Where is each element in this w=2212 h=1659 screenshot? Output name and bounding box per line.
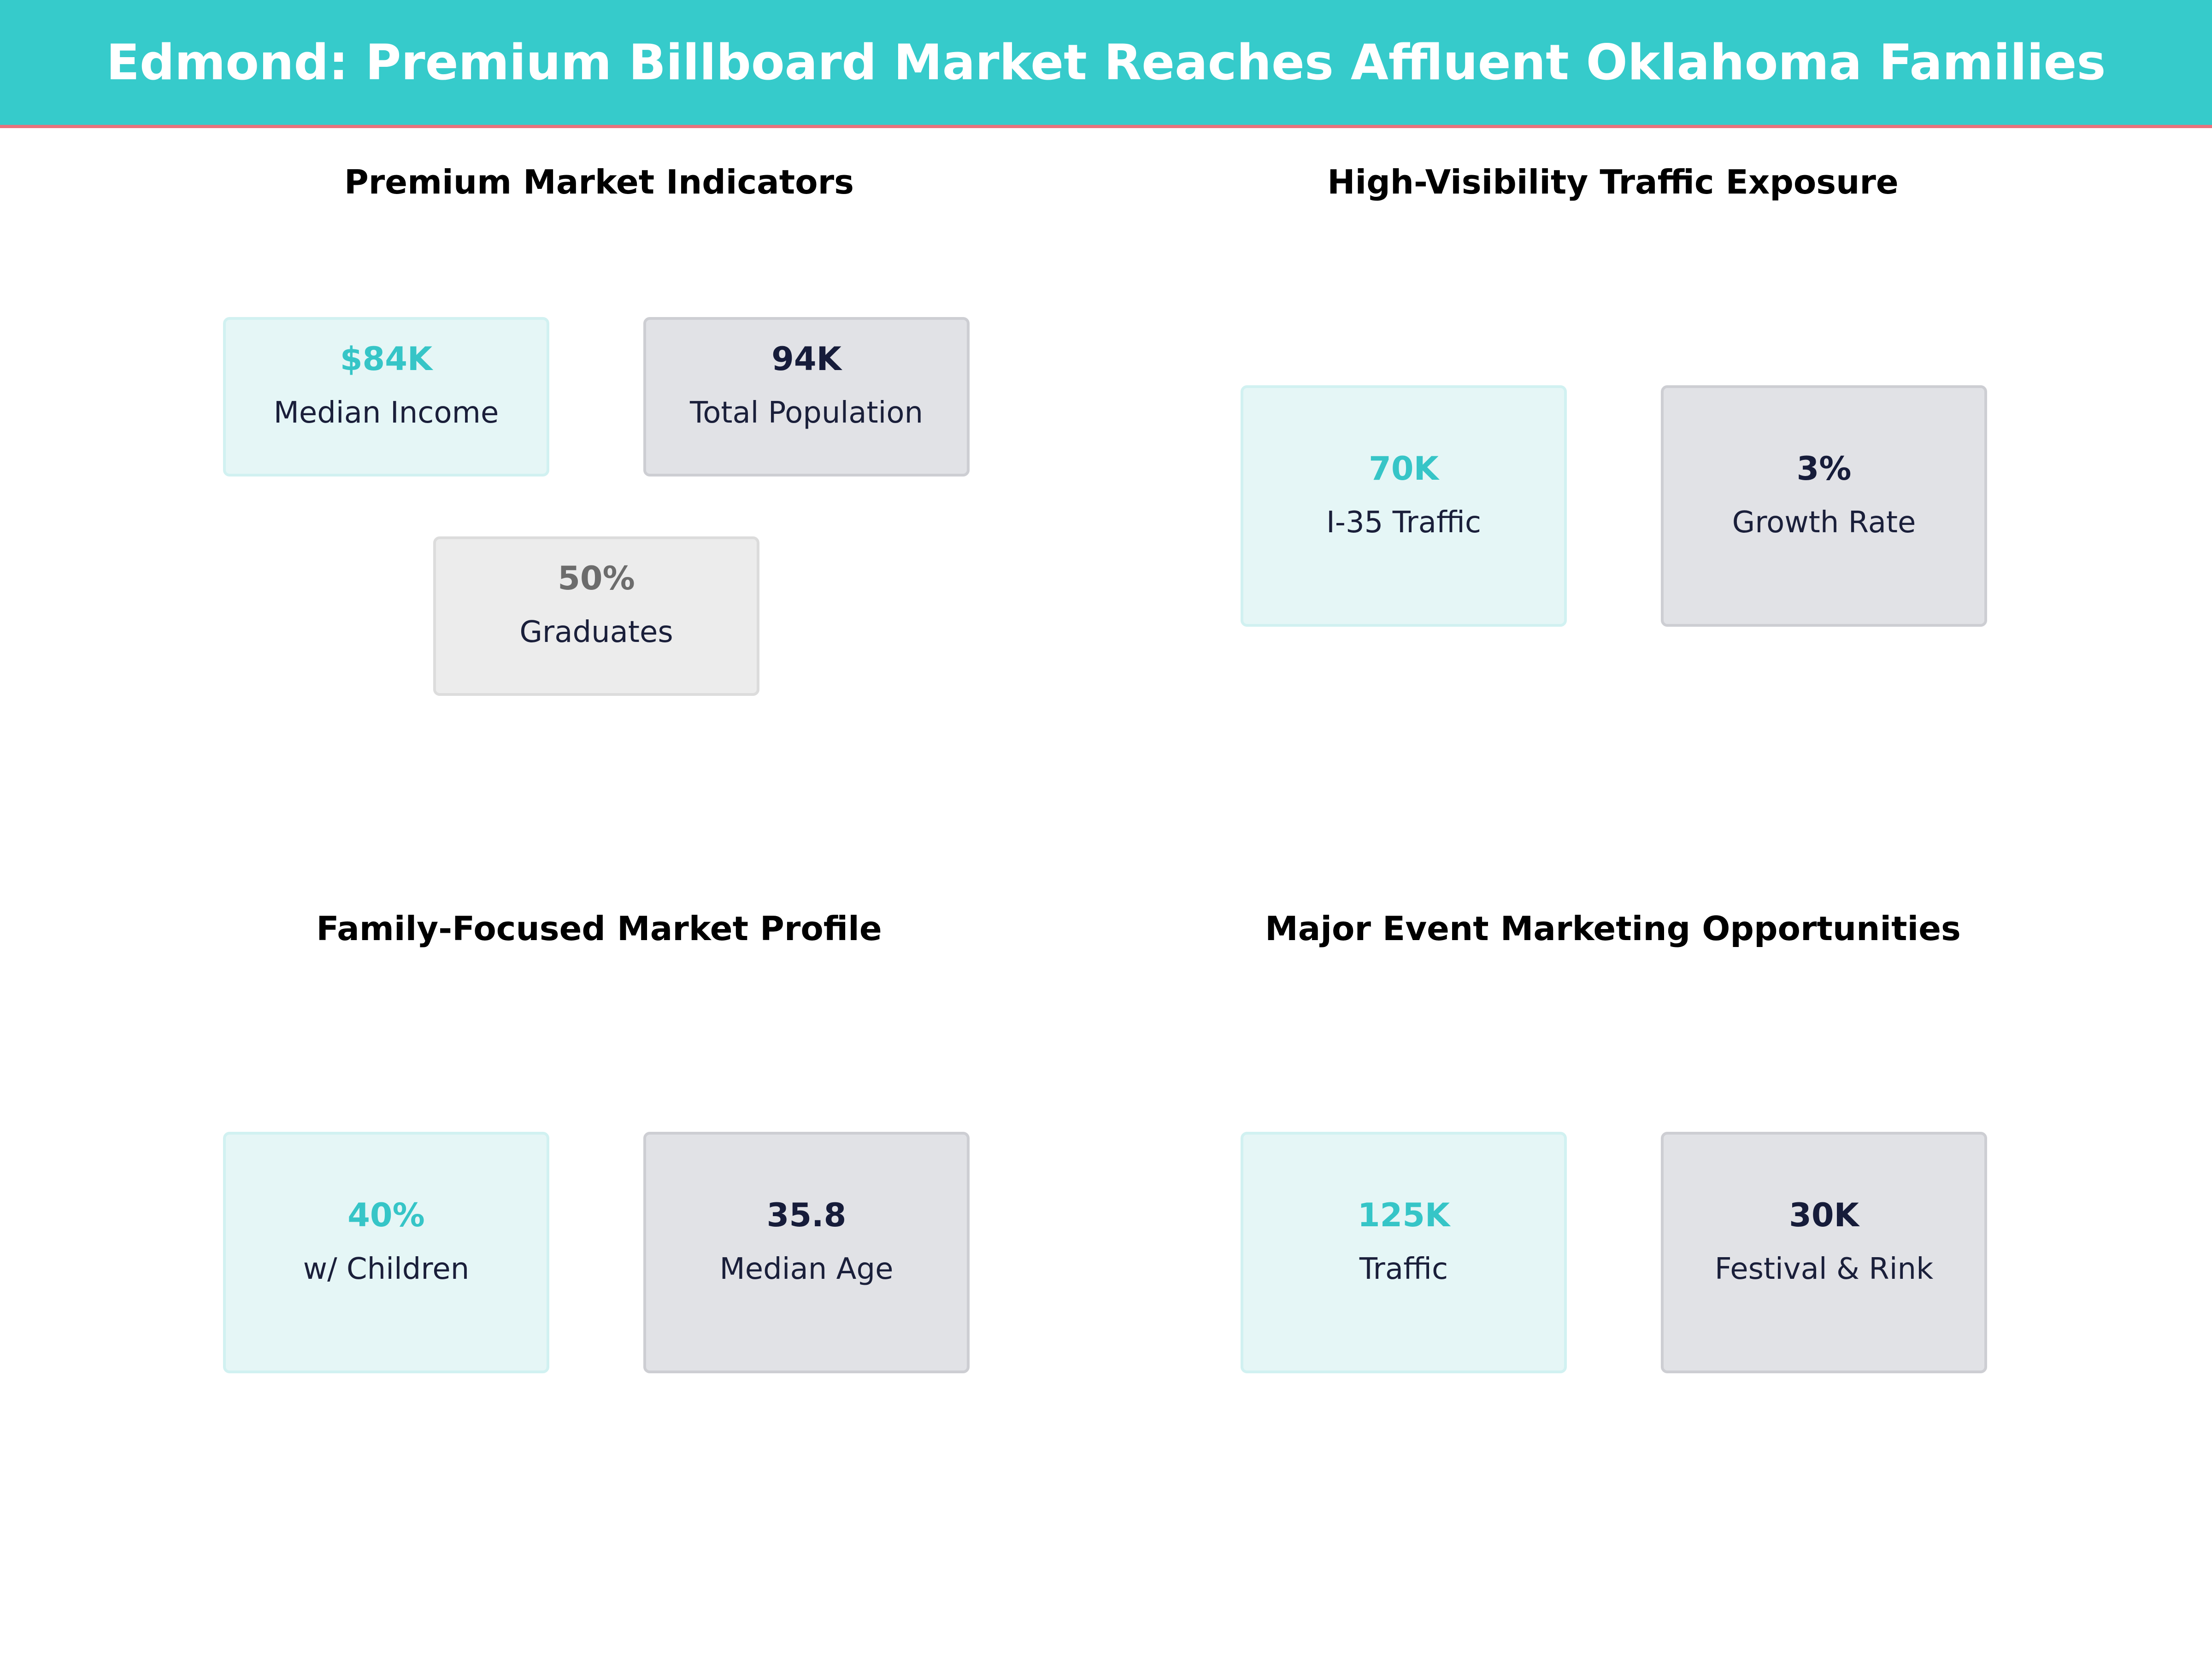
stat-value: 50% — [558, 559, 635, 597]
stat-label: Festival & Rink — [1714, 1252, 1934, 1286]
stat-label: Median Income — [273, 396, 499, 430]
panel-premium-market-indicators: Premium Market Indicators $84K Median In… — [92, 157, 1106, 894]
stat-card-total-population: 94K Total Population — [643, 317, 970, 477]
stat-value: 94K — [771, 340, 841, 378]
panel-title: High-Visibility Traffic Exposure — [1327, 163, 1899, 201]
stat-value: 125K — [1357, 1196, 1450, 1234]
panel-major-event-marketing-opportunities: Major Event Marketing Opportunities 125K… — [1106, 903, 2120, 1641]
panel-high-visibility-traffic-exposure: High-Visibility Traffic Exposure 70K I-3… — [1106, 157, 2120, 894]
stat-card-with-children: 40% w/ Children — [223, 1132, 549, 1373]
stat-label: Total Population — [689, 396, 924, 430]
stat-value: 30K — [1789, 1196, 1859, 1234]
stat-card-growth-rate: 3% Growth Rate — [1661, 385, 1987, 627]
stat-label: I-35 Traffic — [1326, 506, 1482, 540]
stat-value: $84K — [340, 340, 433, 378]
stat-card-graduates: 50% Graduates — [433, 536, 759, 696]
stat-label: Traffic — [1359, 1252, 1448, 1286]
stat-label: Graduates — [519, 615, 673, 649]
stat-value: 70K — [1369, 450, 1439, 488]
stat-card-median-age: 35.8 Median Age — [643, 1132, 970, 1373]
panel-title: Family-Focused Market Profile — [316, 909, 882, 948]
stat-label: w/ Children — [303, 1252, 470, 1286]
stat-card-festival-and-rink: 30K Festival & Rink — [1661, 1132, 1987, 1373]
panel-title: Premium Market Indicators — [344, 163, 854, 201]
header-banner: Edmond: Premium Billboard Market Reaches… — [0, 0, 2212, 128]
stat-value: 35.8 — [766, 1196, 847, 1234]
stat-card-i35-traffic: 70K I-35 Traffic — [1241, 385, 1567, 627]
stat-label: Median Age — [719, 1252, 894, 1286]
stat-card-median-income: $84K Median Income — [223, 317, 549, 477]
page-title: Edmond: Premium Billboard Market Reaches… — [106, 34, 2106, 91]
stat-card-event-traffic: 125K Traffic — [1241, 1132, 1567, 1373]
panel-family-focused-market-profile: Family-Focused Market Profile 40% w/ Chi… — [92, 903, 1106, 1641]
stat-label: Growth Rate — [1732, 506, 1916, 540]
panel-title: Major Event Marketing Opportunities — [1265, 909, 1961, 948]
stat-value: 40% — [347, 1196, 425, 1234]
stat-value: 3% — [1796, 450, 1852, 488]
